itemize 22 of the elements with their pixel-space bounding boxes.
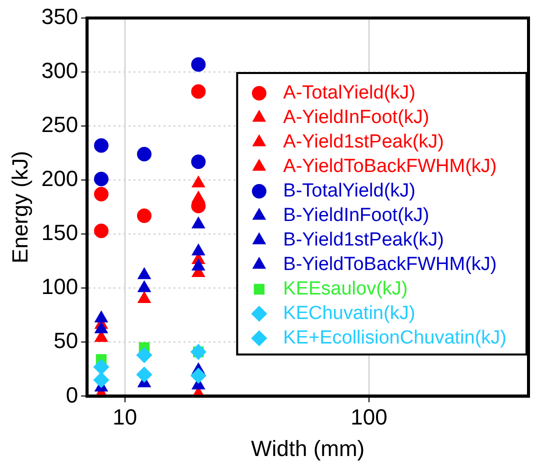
legend-label: A-TotalYield(kJ) — [283, 82, 416, 104]
y-tick-label: 350 — [41, 4, 78, 30]
x-tick-label: 10 — [112, 404, 138, 430]
legend-label: A-Yield1stPeak(kJ) — [283, 131, 444, 152]
legend-label: B-YieldToBackFWHM(kJ) — [283, 254, 497, 275]
legend-label: KE+EcollisionChuvatin(kJ) — [283, 327, 506, 348]
y-tick-label: 100 — [41, 274, 78, 300]
y-tick-label: 250 — [41, 112, 78, 138]
legend-label: A-YieldInFoot(kJ) — [283, 106, 430, 128]
y-tick-label: 0 — [66, 382, 78, 408]
legend-label: B-YieldInFoot(kJ) — [283, 204, 430, 226]
legend-label: A-YieldToBackFWHM(kJ) — [283, 156, 497, 177]
x-axis-title: Width (mm) — [250, 436, 365, 461]
legend-label: B-Yield1stPeak(kJ) — [283, 229, 444, 250]
y-tick-label: 50 — [54, 328, 78, 354]
y-axis-title: Energy (kJ) — [7, 150, 32, 264]
y-tick-label: 300 — [41, 58, 78, 84]
legend-label: KEChuvatin(kJ) — [283, 302, 416, 324]
legend-label: KEEsaulov(kJ) — [283, 278, 408, 300]
legend-label: B-TotalYield(kJ) — [283, 180, 416, 202]
y-tick-label: 200 — [41, 166, 78, 192]
y-tick-label: 150 — [41, 220, 78, 246]
